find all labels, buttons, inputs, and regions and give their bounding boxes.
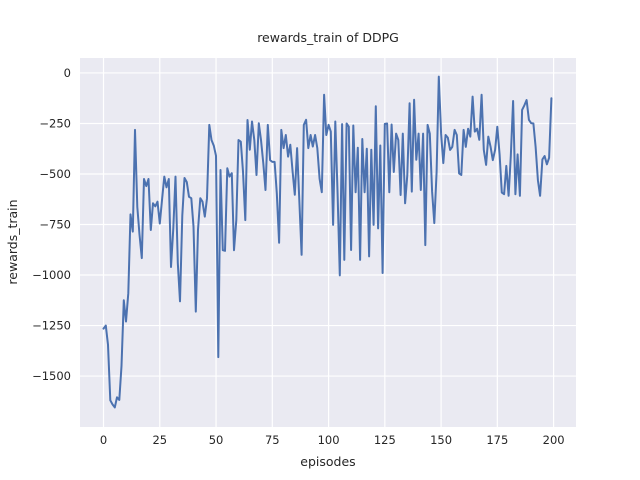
- y-tick-label: −1000: [32, 268, 71, 282]
- y-tick-label: −1500: [32, 369, 71, 383]
- y-tick-label: −500: [39, 167, 71, 181]
- grid-layer: [80, 58, 576, 427]
- x-axis-label: episodes: [300, 454, 355, 469]
- series-layer: [102, 75, 553, 409]
- x-tick-label: 150: [430, 433, 452, 447]
- reward-line-series: [102, 75, 553, 409]
- y-axis-label: rewards_train: [5, 199, 20, 284]
- y-tick-label: −250: [39, 116, 71, 130]
- x-tick-label: 0: [100, 433, 107, 447]
- x-tick-label: 25: [152, 433, 167, 447]
- x-tick-label: 175: [486, 433, 508, 447]
- y-tick-label: −1250: [32, 319, 71, 333]
- x-tick-label: 50: [209, 433, 224, 447]
- tick-label-layer: 0 25 50 75 100 125 150 175 200 0 −250 −500 −750 −1000…: [32, 66, 564, 447]
- chart-title: rewards_train of DDPG: [257, 30, 399, 45]
- y-tick-label: 0: [64, 66, 71, 80]
- x-tick-label: 200: [543, 433, 565, 447]
- y-tick-label: −750: [39, 218, 71, 232]
- x-tick-label: 100: [318, 433, 340, 447]
- x-tick-label: 75: [265, 433, 280, 447]
- x-tick-label: 125: [374, 433, 396, 447]
